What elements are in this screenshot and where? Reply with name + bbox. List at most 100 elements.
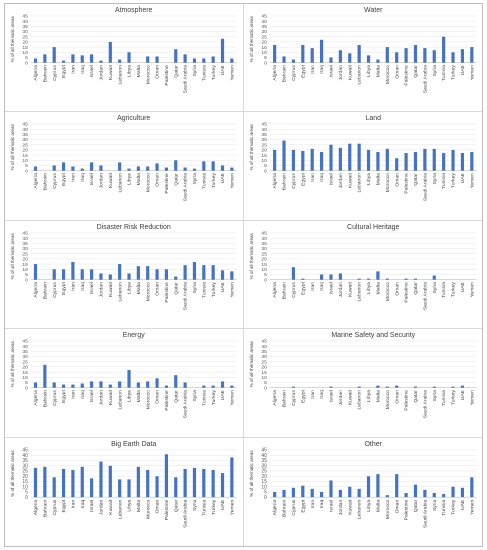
bar bbox=[291, 267, 294, 279]
x-tick-label: Qatar bbox=[413, 173, 419, 186]
bar bbox=[460, 386, 463, 388]
x-tick-label: Cyprus bbox=[291, 390, 297, 406]
bar bbox=[155, 379, 158, 388]
x-tick-label: Tunisia bbox=[441, 499, 447, 515]
chart-panel: Agriculture % of all thematic areas 0 5 10 15… bbox=[5, 112, 244, 220]
x-tick-label: Turkey bbox=[450, 499, 456, 515]
y-tick-label: 25 bbox=[22, 143, 28, 149]
y-axis-label: % of all thematic areas bbox=[10, 341, 15, 388]
bar bbox=[395, 159, 398, 171]
bar bbox=[212, 470, 215, 497]
x-tick-label: Jordan bbox=[337, 282, 343, 297]
y-tick-label: 30 bbox=[22, 354, 28, 360]
bar bbox=[357, 45, 360, 63]
x-tick-label: Iraq bbox=[319, 173, 325, 182]
bar bbox=[53, 477, 56, 497]
x-tick-label: Morocco bbox=[384, 282, 390, 301]
bar bbox=[71, 470, 74, 497]
x-tick-label: Algeria bbox=[33, 390, 39, 406]
x-tick-label: Syria bbox=[431, 282, 437, 294]
x-tick-label: Jordan bbox=[99, 65, 105, 80]
x-tick-label: Morocco bbox=[145, 282, 151, 301]
x-tick-label: Iraq bbox=[80, 499, 86, 508]
bar-chart: Other % of all thematic areas 051015202530… bbox=[244, 438, 483, 546]
y-tick-label: 45 bbox=[261, 14, 267, 20]
x-tick-label: Syria bbox=[192, 499, 198, 511]
chart-title: Agriculture bbox=[117, 115, 150, 122]
x-tick-label: Syria bbox=[192, 65, 198, 77]
bar bbox=[137, 466, 140, 496]
y-tick-label: 15 bbox=[22, 45, 28, 51]
x-tick-label: Tunisia bbox=[201, 173, 207, 189]
y-tick-label: 20 bbox=[22, 474, 28, 480]
y-tick-label: 20 bbox=[261, 365, 267, 371]
x-tick-label: Israel bbox=[328, 390, 334, 402]
bar bbox=[291, 387, 294, 388]
x-tick-label: Lebanon bbox=[117, 173, 123, 193]
chart-panel: Marine Safety and Security % of all thema… bbox=[244, 329, 483, 437]
bar bbox=[53, 47, 56, 63]
bar bbox=[221, 473, 224, 497]
x-tick-label: Oman bbox=[155, 499, 161, 513]
y-tick-label: 45 bbox=[261, 230, 267, 236]
x-tick-label: Palestine bbox=[403, 390, 409, 411]
x-tick-label: Syria bbox=[431, 499, 437, 511]
x-tick-label: Iran bbox=[71, 282, 77, 291]
x-tick-label: Turkey bbox=[211, 390, 217, 406]
chart-title: Other bbox=[364, 441, 382, 448]
y-tick-label: 25 bbox=[261, 360, 267, 366]
x-tick-label: Libya bbox=[127, 282, 133, 294]
x-tick-label: Iran bbox=[71, 173, 77, 182]
bar bbox=[230, 457, 233, 497]
bar bbox=[385, 47, 388, 63]
x-tick-label: UAE bbox=[220, 281, 226, 292]
chart-panel: Water % of all thematic areas 0 5 10 15 20 25 30… bbox=[244, 4, 483, 112]
x-tick-label: UAE bbox=[220, 173, 226, 184]
bar bbox=[451, 387, 454, 388]
x-tick-label: Malta bbox=[375, 282, 381, 294]
x-tick-label: Iraq bbox=[80, 173, 86, 182]
bar bbox=[385, 278, 388, 279]
bar bbox=[432, 149, 435, 171]
bar bbox=[109, 385, 112, 388]
bar bbox=[212, 56, 215, 62]
x-tick-label: Saudi Arabia bbox=[183, 65, 189, 93]
bar-chart: Energy% of all thematic areas05101520253… bbox=[5, 329, 243, 436]
bar bbox=[165, 168, 168, 171]
x-tick-label: UAE bbox=[220, 390, 226, 401]
x-tick-label: Algeria bbox=[272, 173, 278, 189]
chart-panel: Atmosphere% of all thematic areas 0 5 10 15 2… bbox=[5, 4, 244, 112]
y-tick-label: 30 bbox=[22, 138, 28, 144]
y-tick-label: 10 bbox=[22, 267, 28, 273]
x-tick-label: Saudi Arabia bbox=[422, 499, 428, 528]
y-tick-label: 45 bbox=[22, 447, 28, 453]
y-tick-label: 35 bbox=[22, 458, 28, 464]
bar bbox=[43, 54, 46, 62]
x-tick-label: Qatar bbox=[173, 282, 179, 295]
y-tick-label: 30 bbox=[22, 29, 28, 35]
bar bbox=[460, 49, 463, 63]
bar bbox=[413, 484, 416, 497]
bar bbox=[99, 461, 102, 497]
x-tick-label: Qatar bbox=[413, 65, 419, 78]
bar bbox=[423, 48, 426, 63]
x-tick-label: Syria bbox=[431, 390, 437, 402]
y-tick-label: 45 bbox=[22, 14, 28, 20]
x-tick-label: Oman bbox=[394, 65, 400, 79]
bar bbox=[319, 492, 322, 497]
y-tick-label: 35 bbox=[261, 24, 267, 30]
y-tick-label: 10 bbox=[22, 375, 28, 381]
x-tick-label: Malta bbox=[136, 65, 142, 77]
bar bbox=[71, 262, 74, 280]
x-tick-label: Lebanon bbox=[356, 499, 362, 519]
y-tick-label: 30 bbox=[261, 463, 267, 469]
x-tick-label: Libya bbox=[127, 499, 133, 511]
bar bbox=[62, 269, 65, 279]
chart-title: Land bbox=[365, 115, 381, 122]
y-tick-label: 15 bbox=[261, 370, 267, 376]
y-tick-label: 25 bbox=[261, 143, 267, 149]
bar bbox=[184, 168, 187, 171]
y-tick-label: 0 bbox=[264, 60, 267, 66]
y-tick-label: 10 bbox=[22, 484, 28, 490]
bar bbox=[348, 53, 351, 62]
